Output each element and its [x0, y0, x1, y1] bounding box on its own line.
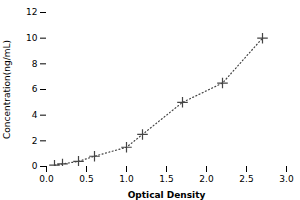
- svg-text:Optical Density: Optical Density: [128, 190, 206, 200]
- svg-text:Concentration(ng/mL): Concentration(ng/mL): [2, 40, 12, 139]
- svg-text:12: 12: [26, 7, 37, 17]
- svg-text:10: 10: [26, 33, 38, 43]
- svg-text:0: 0: [32, 161, 38, 171]
- svg-text:3.0: 3.0: [279, 174, 294, 184]
- svg-text:4: 4: [32, 110, 38, 120]
- svg-text:8: 8: [32, 59, 38, 69]
- svg-text:0.5: 0.5: [79, 174, 93, 184]
- svg-text:2.0: 2.0: [199, 174, 214, 184]
- svg-text:2.5: 2.5: [239, 174, 253, 184]
- svg-text:1.5: 1.5: [159, 174, 173, 184]
- svg-text:1.0: 1.0: [119, 174, 134, 184]
- svg-text:6: 6: [32, 84, 38, 94]
- svg-text:2: 2: [32, 136, 38, 146]
- svg-text:0.0: 0.0: [39, 174, 54, 184]
